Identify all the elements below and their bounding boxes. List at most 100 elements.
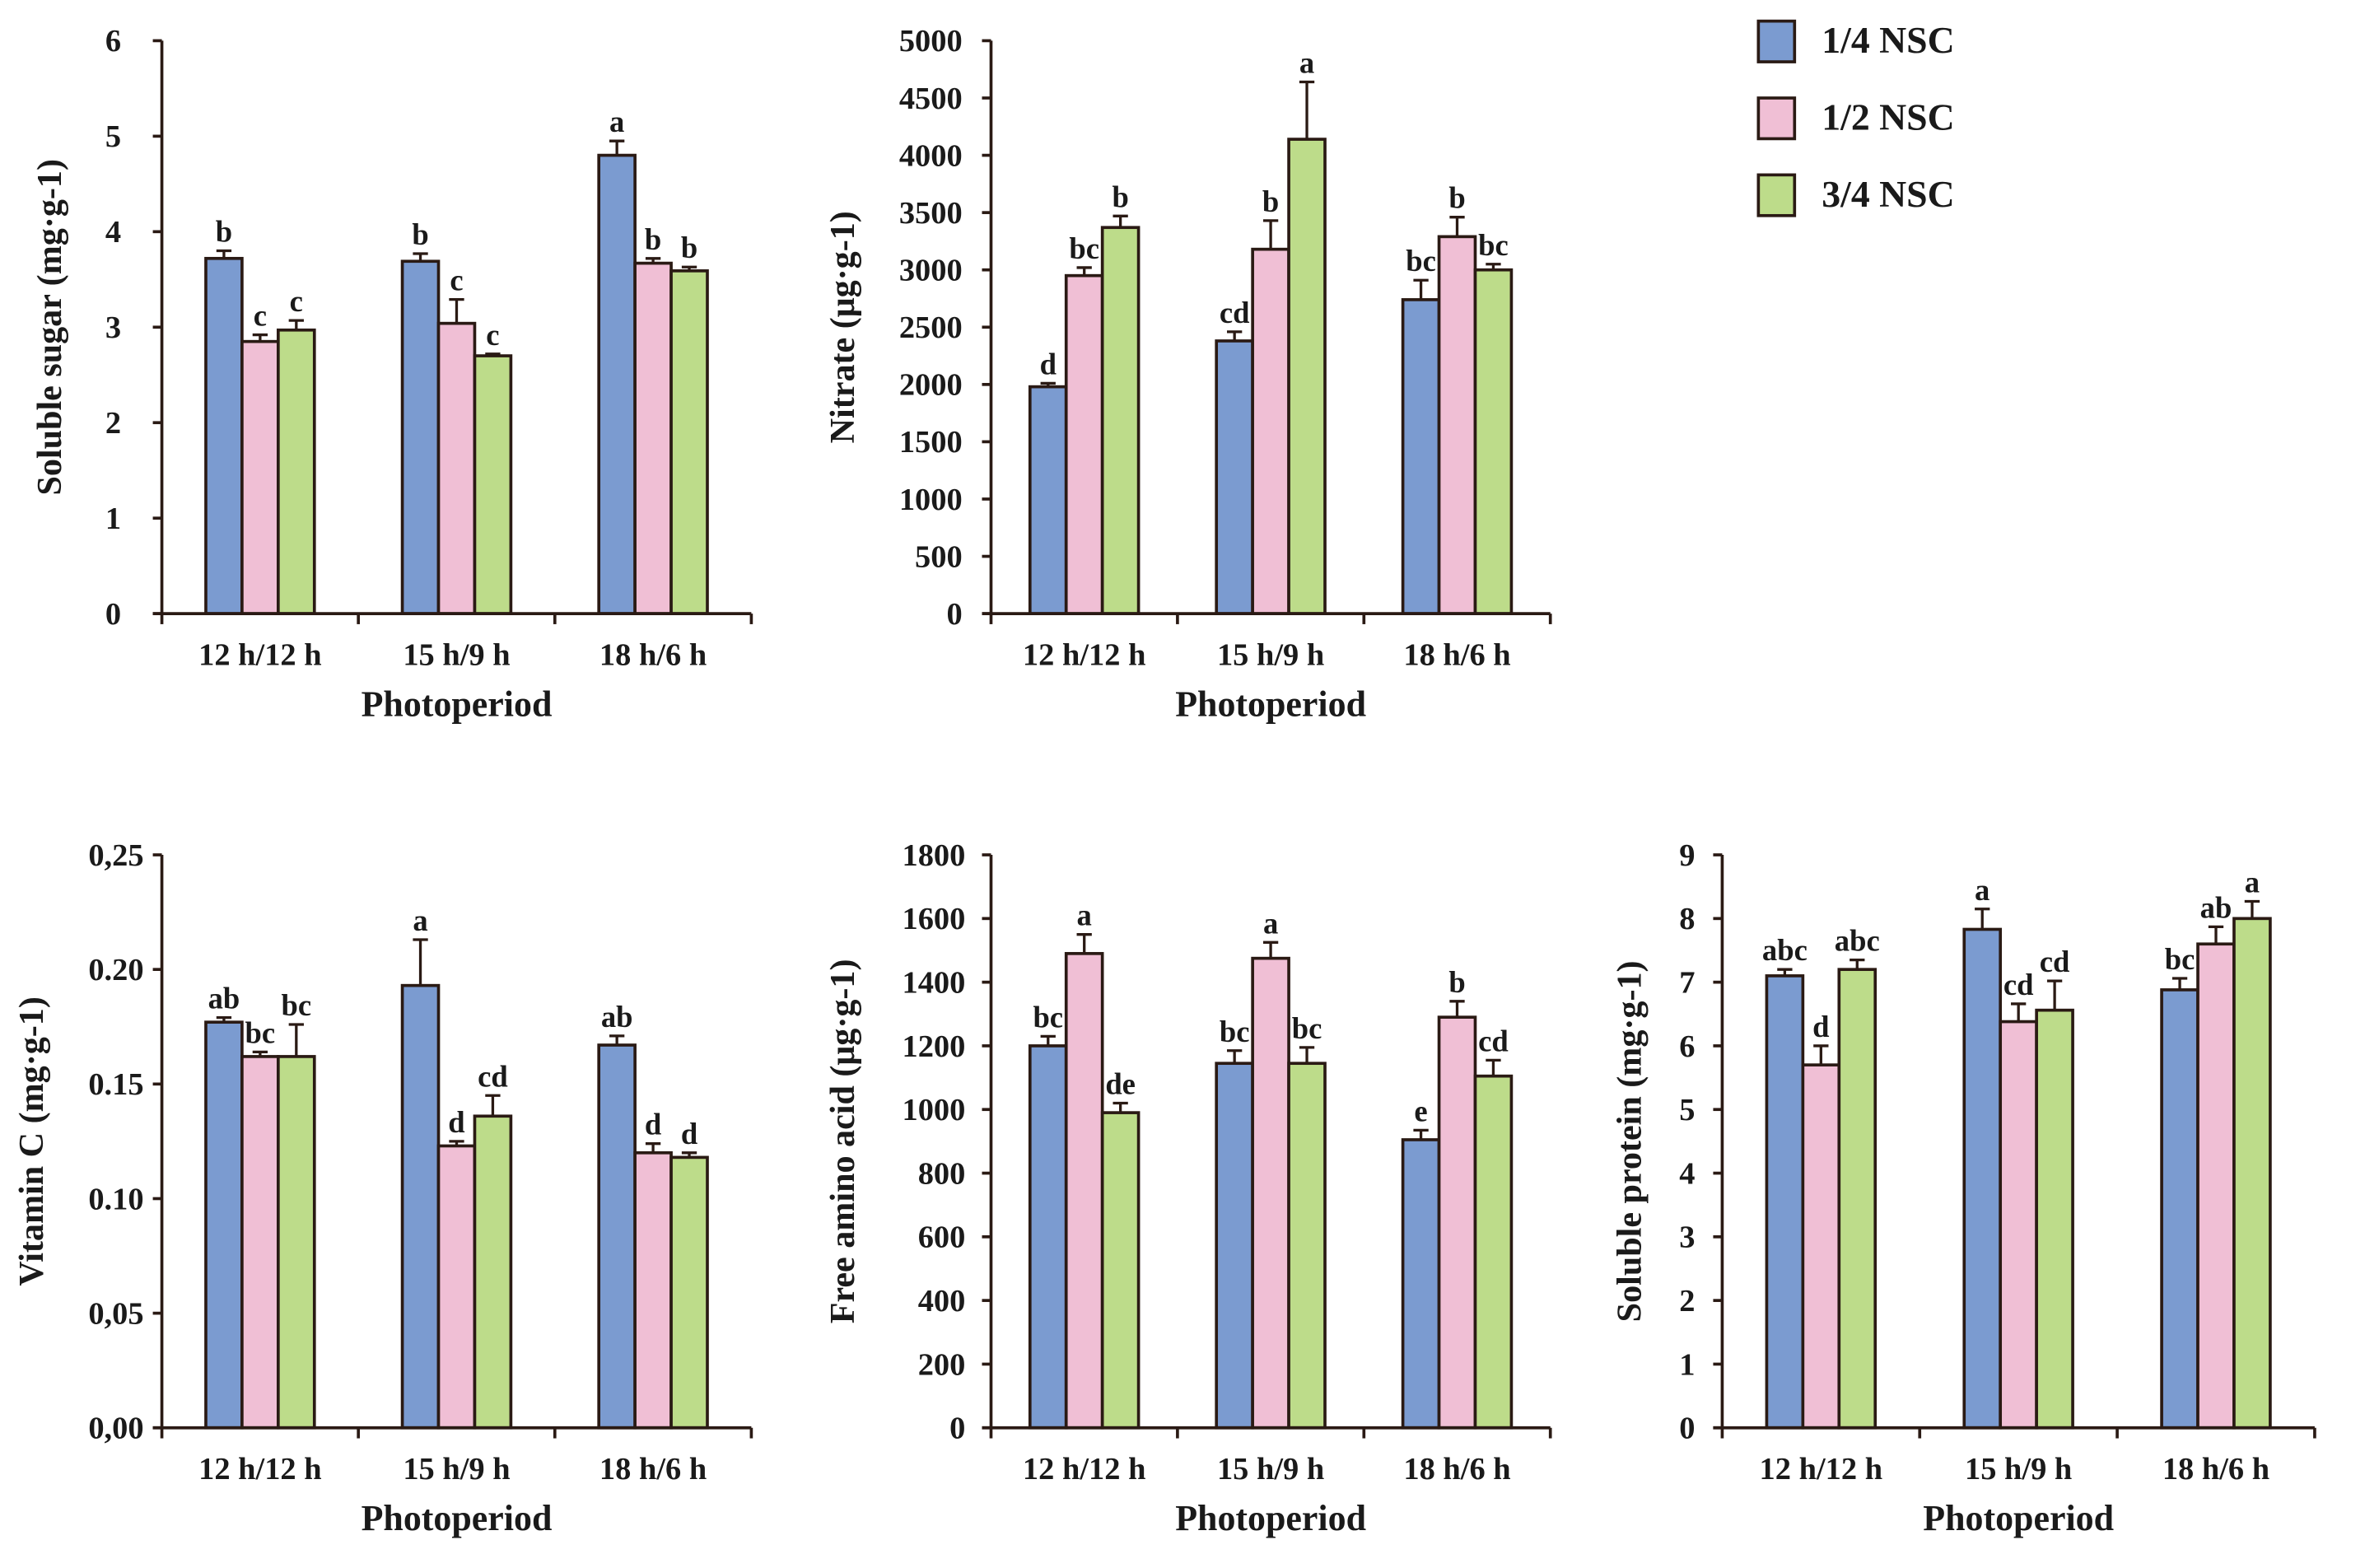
bar (1473, 1074, 1514, 1430)
y-axis-label: Vitamin C (mg·g-1) (12, 996, 51, 1286)
y-tick-label: 1800 (902, 838, 965, 873)
significance-letter: b (412, 217, 428, 251)
significance-letter: b (1448, 181, 1465, 215)
x-tick-label: 12 h/12 h (198, 1452, 322, 1486)
y-tick-label: 1200 (902, 1029, 965, 1064)
bar (633, 261, 673, 615)
bar (1064, 273, 1104, 615)
x-tick-label: 12 h/12 h (1023, 1452, 1146, 1486)
bar (1215, 339, 1254, 615)
significance-letter: cd (2003, 968, 2034, 1001)
y-tick-label: 4 (1679, 1156, 1695, 1191)
bar (1962, 927, 2003, 1430)
x-tick-label: 15 h/9 h (403, 1452, 510, 1486)
y-tick-label: 8 (1679, 902, 1695, 936)
y-tick-label: 5 (1679, 1093, 1695, 1127)
bar (1999, 1020, 2038, 1430)
y-tick-label: 3 (105, 310, 121, 345)
bar (1064, 952, 1104, 1430)
significance-letter: abc (1762, 933, 1808, 967)
legend-swatch (1756, 19, 1797, 63)
significance-letter: a (1077, 898, 1092, 932)
bar (1401, 298, 1441, 615)
y-axis-label: Free amino acid (μg·g-1) (823, 959, 862, 1324)
y-tick-label: 0,05 (88, 1296, 143, 1331)
y-tick-label: 0.15 (88, 1067, 143, 1102)
significance-letter: e (1414, 1094, 1427, 1127)
y-tick-label: 500 (915, 539, 963, 574)
bar (1100, 226, 1141, 615)
bar (1251, 247, 1290, 615)
x-tick-label: 15 h/9 h (1217, 1452, 1324, 1486)
x-tick-label: 12 h/12 h (1023, 637, 1146, 672)
bar (2035, 1008, 2074, 1430)
bar (1437, 235, 1477, 615)
y-tick-label: 800 (918, 1156, 966, 1191)
significance-letter: a (2245, 865, 2260, 898)
y-tick-label: 600 (918, 1220, 966, 1255)
significance-letter: a (1263, 906, 1278, 940)
bar (473, 354, 513, 615)
legend-swatch (1756, 96, 1797, 141)
significance-letter: b (216, 215, 232, 249)
y-tick-label: 1 (1679, 1347, 1695, 1382)
bar (1028, 385, 1068, 615)
bar (1215, 1062, 1254, 1430)
y-tick-label: 0 (1679, 1412, 1695, 1446)
significance-letter: a (413, 903, 427, 937)
y-tick-label: 4 (105, 215, 121, 250)
y-axis-label: Soluble protein (mg·g-1) (1611, 960, 1649, 1322)
significance-letter: ab (208, 982, 240, 1015)
significance-letter: a (1975, 873, 1989, 907)
bar (1287, 138, 1327, 615)
y-tick-label: 0 (949, 1412, 965, 1446)
y-tick-label: 5000 (899, 24, 963, 58)
significance-letter: bc (1069, 231, 1099, 265)
x-tick-label: 18 h/6 h (599, 637, 707, 672)
bar (1765, 974, 1805, 1430)
y-tick-label: 400 (918, 1284, 966, 1318)
significance-letter: b (1262, 184, 1279, 218)
bar (669, 1155, 709, 1430)
y-tick-label: 0,25 (88, 838, 143, 873)
legend-label: 1/4 NSC (1822, 19, 1954, 61)
y-tick-label: 0 (105, 597, 121, 632)
significance-letter: b (1448, 965, 1465, 999)
bar (240, 1055, 280, 1430)
significance-letter: abc (1835, 924, 1880, 958)
significance-letter: a (1299, 46, 1314, 80)
bar (1287, 1062, 1327, 1430)
significance-letter: bc (282, 988, 312, 1022)
y-tick-label: 6 (1679, 1029, 1695, 1064)
y-tick-label: 0,00 (88, 1412, 143, 1446)
y-tick-label: 9 (1679, 838, 1695, 873)
bar (597, 1043, 637, 1430)
y-tick-label: 1000 (899, 483, 963, 517)
significance-letter: bc (1406, 244, 1436, 278)
legend-label: 3/4 NSC (1822, 173, 1954, 215)
x-tick-label: 18 h/6 h (2162, 1452, 2269, 1486)
bar (436, 321, 477, 615)
x-axis-label: Photoperiod (1175, 684, 1366, 725)
significance-letter: ab (601, 1000, 633, 1034)
y-tick-label: 0 (946, 597, 962, 632)
y-tick-label: 3500 (899, 196, 963, 231)
bar (1473, 268, 1514, 615)
legend-swatch (1756, 173, 1797, 217)
significance-letter: ab (2200, 890, 2232, 924)
significance-letter: bc (1292, 1011, 1322, 1045)
y-tick-label: 3 (1679, 1220, 1695, 1255)
chart-4: bc a de 12 h/12 h bc a bc 15 h/9 h e bcd 18 h/6 h 0… (823, 838, 1552, 1538)
y-tick-label: 4500 (899, 82, 963, 116)
bar (436, 1144, 477, 1430)
y-tick-label: 2000 (899, 368, 963, 403)
significance-letter: d (1812, 1010, 1829, 1043)
y-tick-label: 4000 (899, 138, 963, 173)
y-axis-label: Nitrate (μg·g-1) (823, 211, 862, 443)
x-tick-label: 18 h/6 h (1403, 1452, 1510, 1486)
bar (1801, 1063, 1841, 1430)
